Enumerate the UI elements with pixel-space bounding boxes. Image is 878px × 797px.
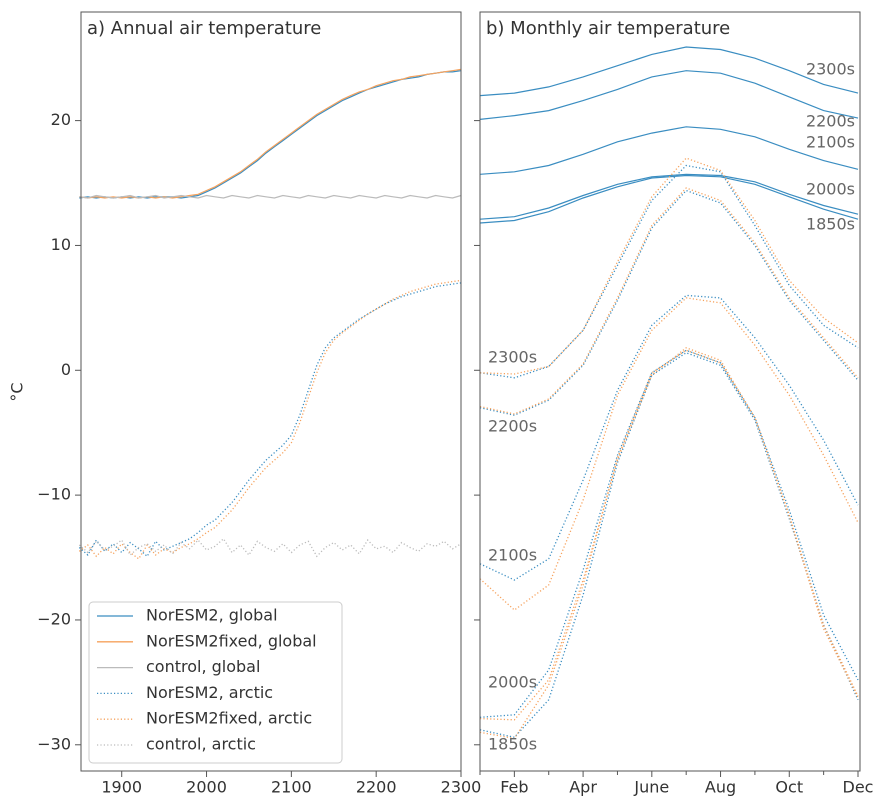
legend: NorESM2, global NorESM2fixed, global contr…	[88, 601, 343, 764]
x-tick-label: 1900	[101, 778, 142, 797]
series-line	[479, 70, 859, 120]
y-tick-label: 0	[61, 360, 71, 379]
series-line	[79, 194, 462, 199]
series-line	[479, 347, 859, 721]
legend-label: NorESM2, global	[146, 606, 278, 625]
x-tick-label: 2300	[441, 778, 482, 797]
x-tick-label: Apr	[569, 778, 597, 797]
x-tick-label: June	[633, 778, 669, 797]
series-line	[479, 46, 859, 97]
series-line	[78, 537, 462, 558]
series-label: 1850s	[806, 215, 855, 234]
series-line	[479, 164, 859, 379]
series-label: 2300s	[806, 60, 855, 79]
series-label: 2300s	[488, 348, 537, 367]
x-tick-label: Feb	[500, 778, 528, 797]
series-line	[78, 282, 462, 558]
plot-frame	[479, 11, 861, 772]
series-line	[479, 187, 859, 415]
x-tick-label: 2000	[186, 778, 227, 797]
panel-title: a) Annual air temperature	[87, 18, 321, 39]
series-label: 2200s	[806, 112, 855, 131]
y-axis-label: °C	[8, 382, 27, 401]
y-tick-label: −30	[37, 734, 71, 753]
series-line	[79, 68, 462, 199]
x-tick-label: Dec	[843, 778, 874, 797]
panel-title: b) Monthly air temperature	[486, 18, 730, 39]
series-line	[479, 126, 859, 175]
series-line	[79, 70, 462, 199]
y-tick-label: −20	[37, 609, 71, 628]
y-tick-label: 20	[51, 110, 71, 129]
legend-label: control, arctic	[146, 735, 256, 754]
series-line	[78, 279, 462, 560]
series-label: 2000s	[488, 673, 537, 692]
legend-label: NorESM2, arctic	[146, 683, 273, 702]
x-tick-label: Aug	[705, 778, 736, 797]
y-tick-label: 10	[51, 235, 71, 254]
series-line	[479, 173, 859, 220]
legend-label: NorESM2fixed, global	[146, 631, 317, 650]
legend-label: control, global	[146, 657, 260, 676]
series-label: 2200s	[488, 417, 537, 436]
legend-label: NorESM2fixed, arctic	[146, 709, 312, 728]
x-tick-label: Oct	[775, 778, 803, 797]
x-tick-label: 2200	[356, 778, 397, 797]
series-line	[479, 157, 859, 375]
x-tick-label: 2100	[271, 778, 312, 797]
y-tick-label: −10	[37, 485, 71, 504]
series-line	[479, 294, 859, 581]
series-line	[479, 297, 859, 611]
legend-box	[88, 601, 343, 764]
series-label: 2100s	[806, 133, 855, 152]
series-label: 1850s	[488, 735, 537, 754]
series-line	[479, 189, 859, 416]
series-label: 2100s	[488, 546, 537, 565]
series-label: 2000s	[806, 180, 855, 199]
plot-frame	[80, 11, 462, 772]
